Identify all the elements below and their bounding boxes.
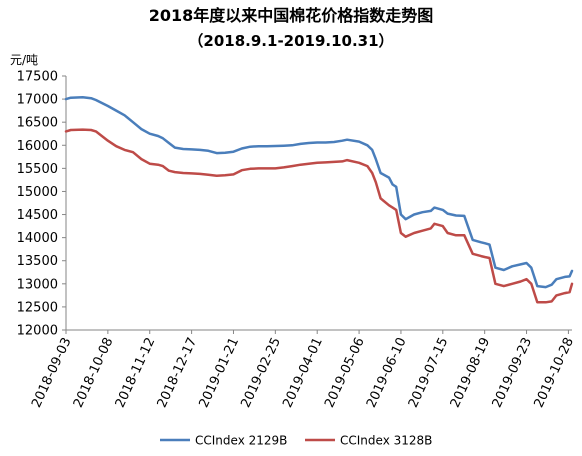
x-tick-label: 2019-02-25 — [238, 335, 284, 410]
legend-label-2: CCIndex 3128B — [340, 434, 432, 448]
y-tick-label: 14500 — [17, 208, 58, 223]
y-tick-label: 13500 — [17, 254, 58, 269]
y-tick-label: 12500 — [17, 300, 58, 315]
y-tick-labels: 12000 12500 13000 13500 14000 14500 15000 15500… — [17, 70, 58, 339]
x-tick-label: 2019-08-19 — [448, 335, 494, 410]
series-lines — [64, 95, 574, 304]
x-tick-label: 2019-05-06 — [322, 335, 368, 410]
legend-label-1: CCIndex 2129B — [195, 434, 287, 448]
x-tick-label: 2018-12-17 — [155, 335, 201, 410]
y-tick-label: 17000 — [17, 93, 58, 108]
series-line-2 — [64, 128, 574, 304]
x-tick-label: 2018-09-03 — [29, 335, 75, 410]
y-tick-label: 17500 — [17, 70, 58, 85]
y-tick-label: 16500 — [17, 116, 58, 131]
x-tick-label: 2019-06-10 — [364, 335, 410, 410]
x-tick-label: 2019-10-28 — [532, 335, 578, 410]
series-line-1 — [64, 95, 574, 289]
x-tick-label: 2019-09-23 — [490, 335, 536, 410]
axes — [62, 75, 572, 334]
y-tick-label: 15000 — [17, 185, 58, 200]
y-tick-label: 13000 — [17, 277, 58, 292]
x-tick-label: 2018-11-12 — [113, 335, 159, 410]
chart-title: 2018年度以来中国棉花价格指数走势图 — [148, 6, 434, 25]
x-tick-label: 2019-04-01 — [280, 335, 326, 410]
y-tick-label: 14000 — [17, 231, 58, 246]
x-tick-label: 2019-01-21 — [197, 335, 243, 410]
chart-subtitle: （2018.9.1-2019.10.31） — [188, 32, 394, 50]
y-tick-label: 16000 — [17, 139, 58, 154]
x-tick-label: 2019-07-15 — [406, 335, 452, 410]
y-tick-label: 12000 — [17, 324, 58, 339]
x-tick-label: 2018-10-08 — [71, 335, 117, 410]
y-axis-unit-label: 元/吨 — [10, 53, 38, 67]
legend: CCIndex 2129B CCIndex 3128B — [160, 434, 432, 448]
y-tick-label: 15500 — [17, 162, 58, 177]
x-tick-labels: 2018-09-032018-10-082018-11-122018-12-17… — [29, 335, 577, 410]
